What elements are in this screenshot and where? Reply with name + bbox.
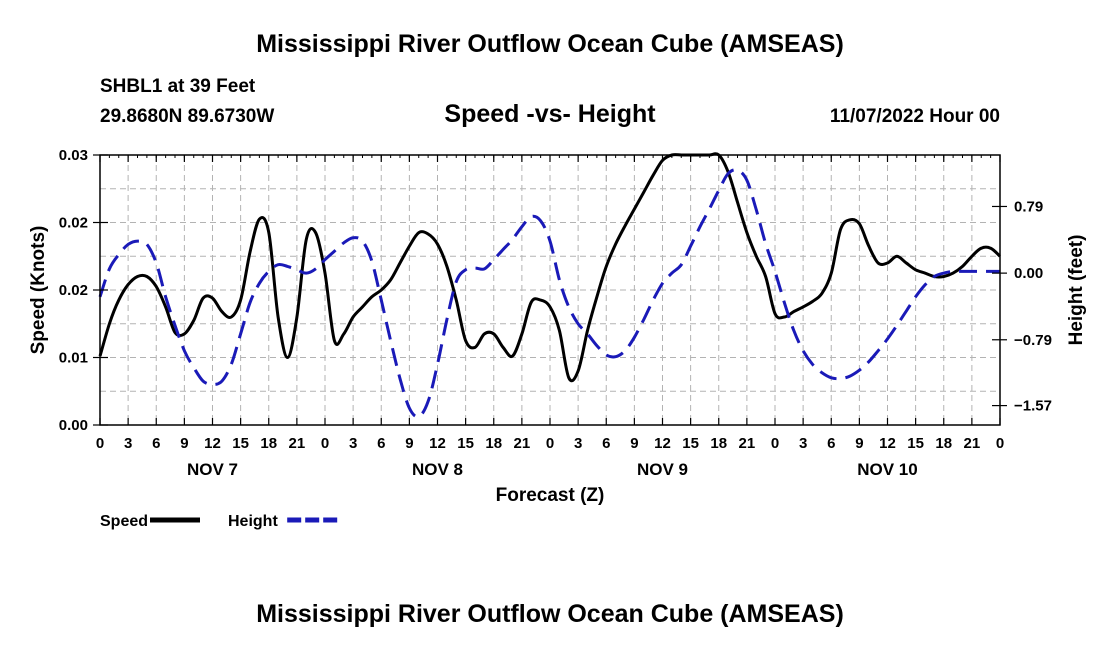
y-tick-label: 0.00 (59, 417, 88, 434)
x-tick-label: 21 (289, 435, 306, 452)
x-tick-label: 0 (321, 435, 329, 452)
x-tick-label: 18 (935, 435, 952, 452)
x-tick-label: 6 (152, 435, 160, 452)
forecast-datetime: 11/07/2022 Hour 00 (829, 106, 1000, 127)
x-tick-label: 3 (799, 435, 807, 452)
x-tick-label: 15 (907, 435, 924, 452)
x-tick-label: 0 (546, 435, 554, 452)
x-tick-label: 15 (457, 435, 474, 452)
x-tick-label: 21 (964, 435, 981, 452)
x-tick-label: 18 (485, 435, 502, 452)
y-tick-label: 0.02 (59, 215, 88, 232)
x-tick-label: 9 (855, 435, 863, 452)
chart-title: Mississippi River Outflow Ocean Cube (AM… (256, 30, 844, 58)
x-tick-label: 12 (879, 435, 896, 452)
x-tick-label: 9 (630, 435, 638, 452)
x-tick-label: 12 (204, 435, 221, 452)
y-tick-label: 0.03 (59, 147, 88, 164)
x-tick-label: 3 (124, 435, 132, 452)
coordinates-label: 29.8680N 89.6730W (100, 106, 275, 127)
x-tick-label: 6 (827, 435, 835, 452)
x-tick-label: 6 (377, 435, 385, 452)
x-tick-label: 12 (429, 435, 446, 452)
series-height-line (98, 168, 1000, 419)
x-axis-title: Forecast (Z) (496, 485, 605, 506)
axis-labels: 0 3 6 9 12 15 18 21 0 3 6 9 12 15 18 21 0 3 6 9 12 15 18 21 0 3 6 9… (28, 147, 1087, 506)
y-axis-title: Speed (Knots) (28, 226, 49, 355)
day-label: NOV 10 (857, 460, 917, 479)
x-tick-label: 18 (260, 435, 277, 452)
y2-tick-label: −1.57 (1014, 398, 1052, 415)
x-tick-label: 9 (405, 435, 413, 452)
legend-height-label: Height (228, 513, 278, 530)
x-tick-label: 15 (232, 435, 249, 452)
x-tick-label: 21 (739, 435, 756, 452)
footer-title: Mississippi River Outflow Ocean Cube (AM… (256, 600, 844, 628)
x-tick-label: 0 (96, 435, 104, 452)
day-label: NOV 7 (187, 460, 238, 479)
legend-speed-label: Speed (100, 513, 148, 530)
x-tick-label: 15 (682, 435, 699, 452)
x-tick-label: 3 (574, 435, 582, 452)
y2-tick-label: 0.00 (1014, 265, 1043, 282)
x-tick-label: 18 (710, 435, 727, 452)
x-tick-label: 6 (602, 435, 610, 452)
grid-lines (100, 155, 1000, 425)
series-speed-line (98, 152, 1002, 383)
day-label: NOV 9 (637, 460, 688, 479)
y-tick-label: 0.01 (59, 350, 88, 367)
y2-axis-title: Height (feet) (1066, 235, 1087, 346)
x-tick-label: 21 (514, 435, 531, 452)
y2-tick-label: −0.79 (1014, 332, 1052, 349)
y-tick-label: 0.02 (59, 282, 88, 299)
y2-tick-label: 0.79 (1014, 198, 1043, 215)
x-tick-label: 9 (180, 435, 188, 452)
x-tick-label: 12 (654, 435, 671, 452)
x-tick-label: 3 (349, 435, 357, 452)
axis-ticks (93, 154, 1007, 426)
series-layer (98, 152, 1002, 419)
x-tick-label: 0 (996, 435, 1004, 452)
x-tick-label: 0 (771, 435, 779, 452)
chart-subtitle: Speed -vs- Height (444, 100, 656, 128)
station-label: SHBL1 at 39 Feet (100, 76, 256, 97)
day-label: NOV 8 (412, 460, 463, 479)
legend: Speed Height (100, 513, 338, 530)
